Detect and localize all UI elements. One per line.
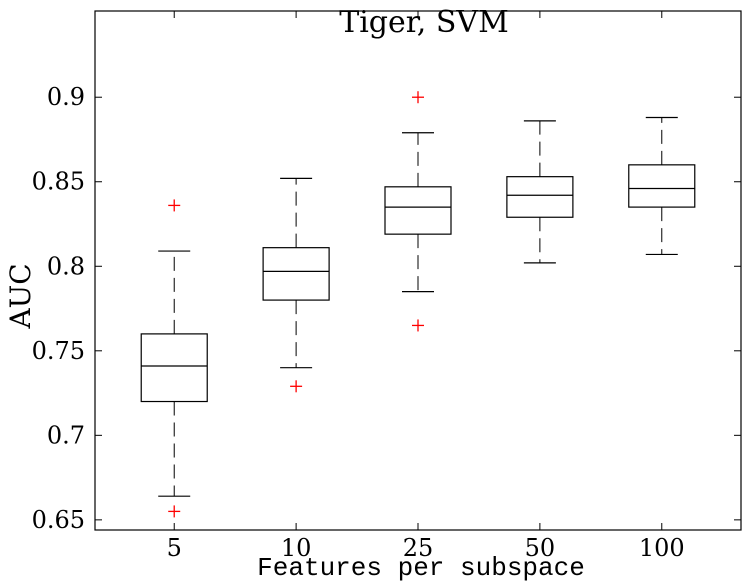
outlier-marker	[290, 380, 303, 393]
outlier-marker	[412, 91, 424, 104]
x-tick-label: 50	[525, 534, 556, 562]
outlier-marker	[168, 505, 181, 518]
plot-area: 0.65 0.7 0.75 0.8 0.85 0.9 5 10 25 50 100	[32, 10, 742, 562]
iqr-box	[262, 247, 330, 301]
y-axis-label: AUC	[4, 263, 37, 329]
y-tick-label: 0.7	[47, 421, 85, 449]
iqr-box	[140, 333, 208, 403]
outlier-marker	[412, 319, 424, 332]
iqr-box	[628, 164, 696, 208]
y-tick-label: 0.8	[47, 252, 85, 280]
x-tick-label: 5	[167, 534, 182, 562]
axes-frame	[94, 10, 742, 531]
iqr-box	[384, 186, 452, 235]
outlier-marker	[168, 199, 181, 212]
chart-title: Tiger, SVM	[339, 5, 509, 40]
y-tick-label: 0.65	[32, 506, 85, 534]
x-tick-label: 25	[403, 534, 434, 562]
iqr-box	[506, 176, 574, 218]
x-axis-label: Features per subspace	[257, 553, 585, 583]
x-tick-label: 100	[639, 534, 685, 562]
y-tick-label: 0.9	[47, 83, 85, 111]
y-tick-label: 0.85	[32, 168, 85, 196]
x-tick-label: 10	[281, 534, 312, 562]
y-tick-label: 0.75	[32, 337, 85, 365]
